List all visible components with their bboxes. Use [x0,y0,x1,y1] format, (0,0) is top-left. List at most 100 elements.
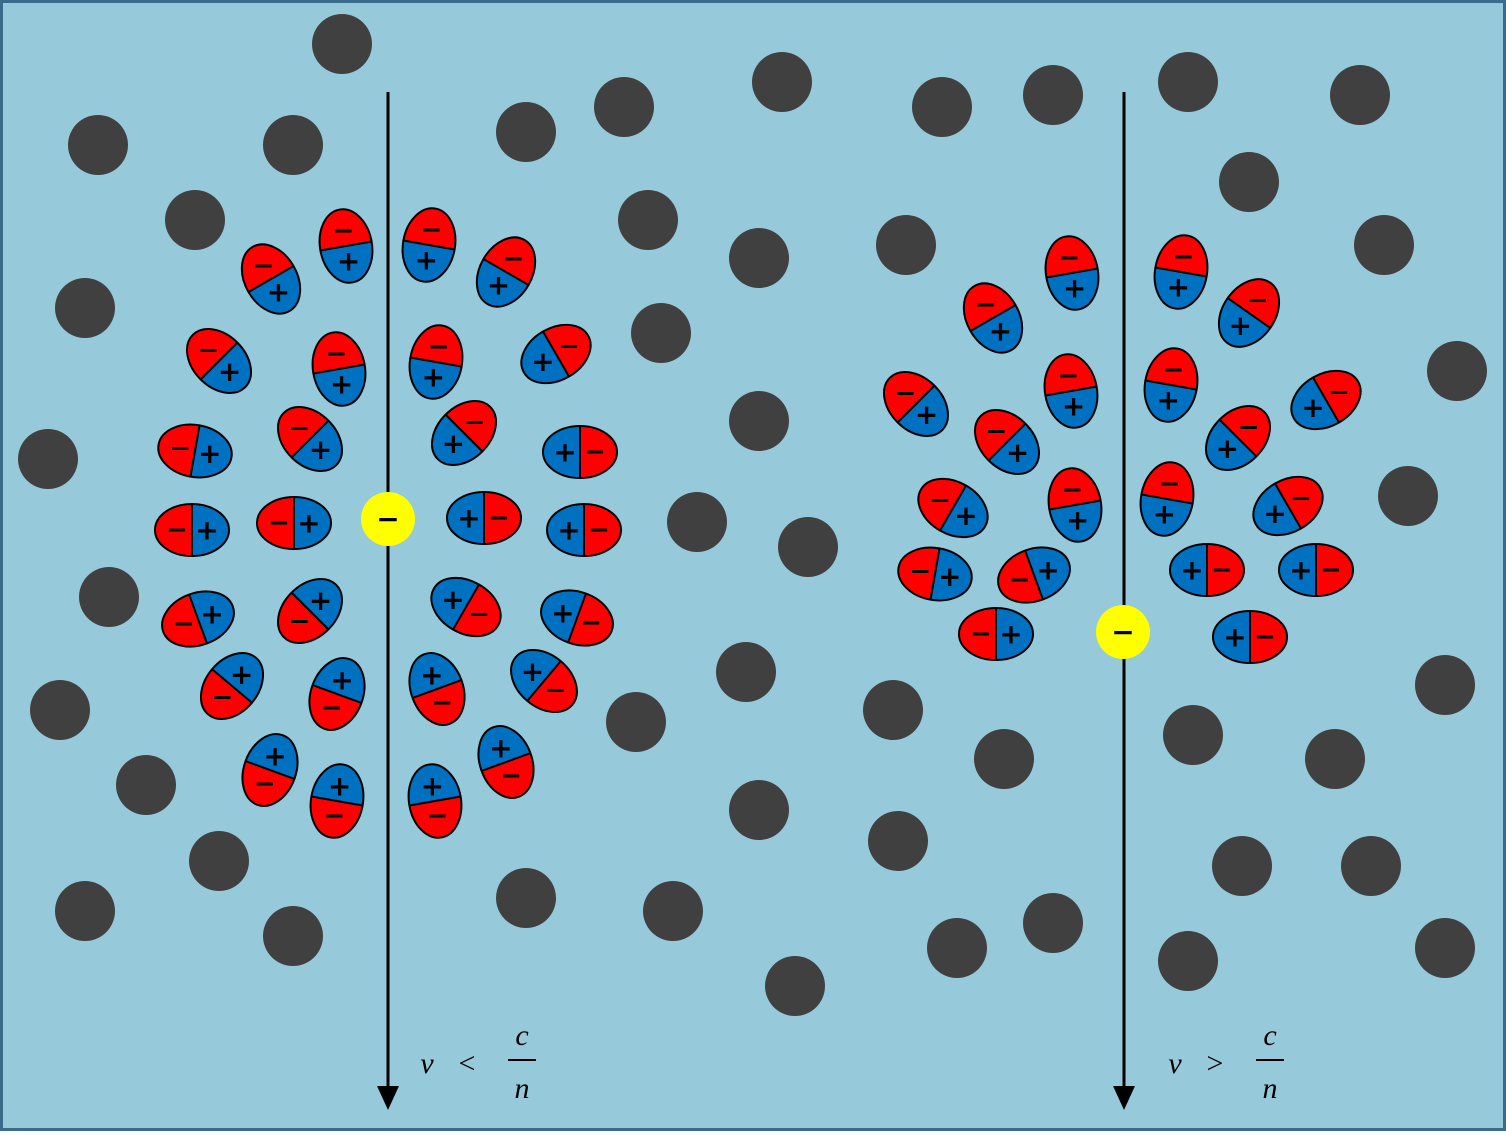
dipole-molecule: −+ [154,503,230,557]
dipole-molecule: −+ [408,652,466,726]
dipole-positive-half [1140,494,1193,536]
dipole-molecule: −+ [962,282,1024,354]
dipole-outline [1212,610,1288,664]
dipole-positive-half [409,653,462,698]
dipole-positive-half [996,608,1033,660]
dipole-positive-half [1025,547,1070,600]
dipole-negative-half [1313,370,1361,423]
dipole-negative-half [568,593,613,646]
minus-sign: − [970,619,992,649]
dipole-positive-half [1291,377,1339,430]
dipole-divider [1312,376,1340,424]
dipole-positive-half [478,726,531,771]
dipole-positive-half [970,305,1023,353]
minus-sign: − [558,332,580,362]
minus-sign: − [545,676,567,706]
dipole-molecule: −+ [546,503,622,557]
dipole-divider [444,413,484,453]
atom [606,692,666,752]
dipole-outline [308,657,366,731]
minus-sign: − [288,607,310,637]
dipole-positive-half [1154,267,1207,309]
dipole-positive-half [291,579,342,630]
dipole-positive-half [431,577,479,630]
atom [778,517,838,577]
atoms-layer [18,14,1487,1016]
atom [55,881,115,941]
minus-sign: − [975,290,997,320]
plus-sign: + [309,584,332,617]
dipole-positive-half [189,591,234,644]
electron-minus-sign: − [1111,616,1134,649]
atom [496,868,556,928]
dipole-divider [247,265,295,293]
dipole-molecule: −+ [1044,235,1100,311]
dipole-outline [1043,353,1099,429]
dipole-positive-half [1170,544,1207,596]
atom [729,780,789,840]
dipole-molecule: −+ [542,425,618,479]
dipole-divider [567,593,587,643]
dipole-positive-half [897,385,948,436]
atom [876,215,936,275]
plus-sign: + [1167,270,1190,303]
less-than-sign: < [459,1047,476,1080]
plus-sign: + [198,437,221,470]
minus-sign: − [1320,555,1342,585]
minus-sign: − [268,508,290,538]
dipole-molecule: −+ [958,607,1034,661]
dipole-positive-half [320,241,373,283]
minus-sign: − [1061,475,1083,505]
plus-sign: + [1223,621,1246,654]
plus-sign: + [938,560,961,593]
dipole-divider [1227,297,1271,329]
minus-sign: − [500,761,522,791]
atom [1305,729,1365,789]
refractive-index-symbol-right: n [1263,1072,1278,1105]
atom [30,680,90,740]
plus-sign: + [297,507,320,540]
dipole-divider [1145,379,1197,391]
atom [189,831,249,891]
electron-minus-sign: − [376,503,399,536]
dipole-molecule: −+ [510,648,578,714]
dipole-outline [1143,347,1199,423]
minus-sign: − [253,251,275,281]
plus-sign: + [551,596,574,629]
plus-sign: + [557,514,580,547]
dipole-outline [510,648,578,714]
dipole-outline [277,406,343,472]
plus-sign: + [531,345,554,378]
dipole-molecule: −+ [520,323,592,385]
dipole-divider [482,258,530,286]
atom [1158,52,1218,112]
dipole-divider [245,760,295,780]
atom [631,303,691,363]
dipole-outline [241,733,299,807]
dipole-divider [290,591,330,631]
dipole-molecule: −+ [157,423,233,479]
dipole-negative-half [998,550,1043,603]
minus-sign: − [1163,355,1185,385]
plus-sign: + [330,663,353,696]
dipole-divider [199,341,239,381]
dipole-molecule: −+ [917,477,989,539]
dipole-outline [1153,234,1209,310]
dipole-divider [1274,482,1302,530]
minus-sign: − [211,682,233,712]
dipole-divider [526,660,562,702]
dipole-negative-half [1155,235,1208,277]
atom [618,190,678,250]
dipole-positive-half [248,266,301,314]
dipole-divider [211,668,253,704]
atom [1415,655,1475,715]
dipole-outline [520,323,592,385]
atom [643,881,703,941]
dipole-outline [430,576,502,638]
dipole-molecule: −+ [309,763,365,839]
plus-sign: + [1062,389,1085,422]
minus-sign: − [1328,378,1350,408]
dipole-outline [1252,475,1324,537]
dipole-negative-half [278,592,329,643]
dipole-negative-half [1044,354,1097,396]
